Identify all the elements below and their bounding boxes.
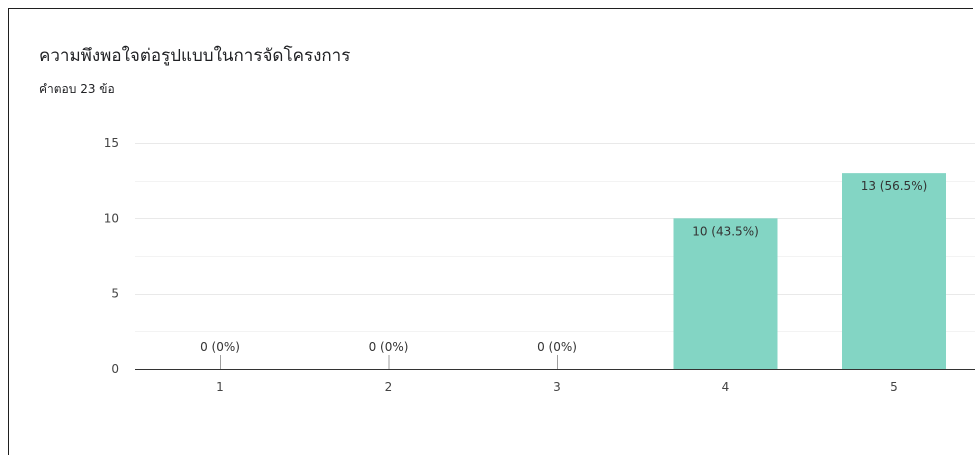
bar-data-label: 10 (43.5%) <box>692 224 759 238</box>
response-count: คำตอบ 23 ข้อ <box>39 82 115 96</box>
bar-data-label: 0 (0%) <box>200 340 240 354</box>
y-tick-label: 0 <box>111 362 119 376</box>
x-tick-label: 3 <box>553 380 561 394</box>
chart-card <box>8 8 973 455</box>
bar <box>673 218 778 369</box>
bars: 0 (0%) 0 (0%) 0 (0%) 10 (43.5%) 13 (56.5%) <box>200 173 946 369</box>
x-tick-label: 1 <box>216 380 224 394</box>
x-tick-label: 5 <box>890 380 898 394</box>
bar-data-label: 13 (56.5%) <box>861 179 928 193</box>
x-tick-label: 4 <box>722 380 730 394</box>
bar-data-label: 0 (0%) <box>537 340 577 354</box>
y-tick-label: 15 <box>104 136 119 150</box>
x-axis: 1 2 3 4 5 <box>135 369 975 394</box>
gridlines <box>135 143 975 332</box>
bar-data-label: 0 (0%) <box>369 340 409 354</box>
y-tick-label: 5 <box>111 287 119 301</box>
y-axis-ticks: 0 5 10 15 <box>104 136 119 376</box>
bar <box>842 173 946 369</box>
chart-title: ความพึงพอใจต่อรูปแบบในการจัดโครงการ <box>39 46 351 66</box>
y-tick-label: 10 <box>104 211 119 225</box>
x-tick-label: 2 <box>385 380 393 394</box>
